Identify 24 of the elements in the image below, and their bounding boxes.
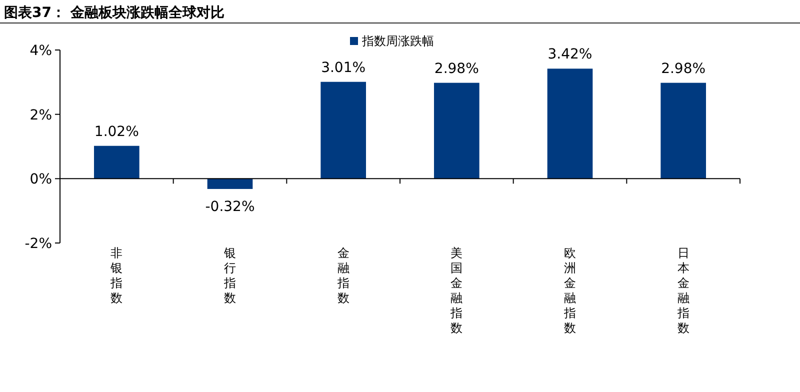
y-tick-label: 4% [30,43,52,59]
bar [660,82,706,179]
x-tick-label: 银行指数 [223,246,236,305]
data-label: -0.32% [205,198,255,215]
data-label: 3.01% [321,60,366,76]
data-label: 1.02% [94,124,139,140]
data-label: 2.98% [661,60,706,77]
bar [94,146,140,179]
x-tick-label: 日本金融指数 [676,246,690,335]
y-tick-label: 2% [30,107,52,124]
x-tick-label: 金融指数 [336,246,350,305]
chart-title: 图表37： 金融板块涨跌幅全球对比 [4,5,224,21]
x-tick-label: 美国金融指数 [450,246,463,335]
data-label: 3.42% [548,46,592,63]
legend-label: 指数周涨跌幅 [361,34,434,48]
bar [207,178,253,189]
data-label: 2.98% [434,60,479,77]
y-tick-label: -2% [24,236,52,252]
x-tick-label: 非银指数 [110,246,123,305]
bar [547,68,593,179]
x-tick-label: 欧洲金融指数 [563,246,576,335]
bar [320,82,366,179]
y-tick-label: 0% [30,172,52,188]
bar [434,82,480,179]
